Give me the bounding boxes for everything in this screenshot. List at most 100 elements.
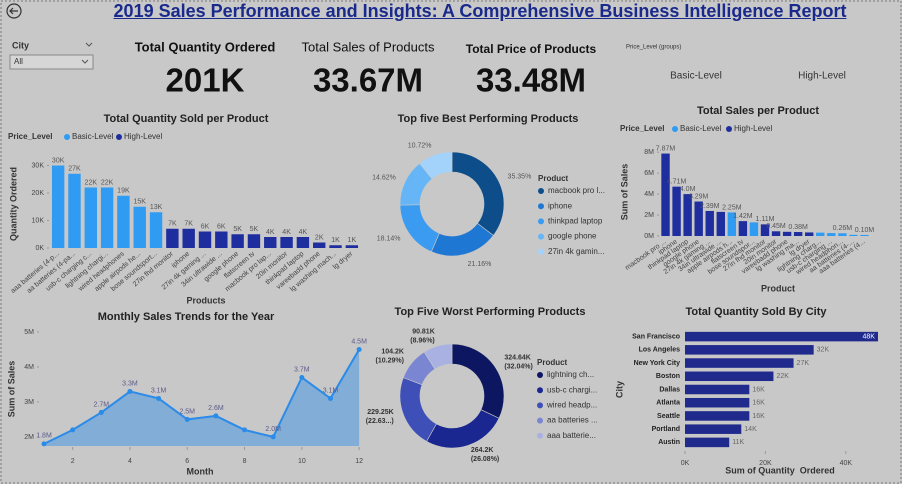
value-label: 0.26M	[833, 225, 853, 232]
value-label: 16K	[752, 400, 765, 407]
percent-label: (22.63...)	[366, 418, 394, 425]
percent-label: (10.29%)	[376, 358, 404, 365]
bar	[749, 222, 759, 236]
donut-slice	[451, 343, 505, 419]
back-button[interactable]	[6, 3, 22, 19]
report-title: 2019 Sales Performance and Insights: A C…	[113, 1, 847, 21]
value-label: 3.3M	[122, 380, 138, 387]
value-label: 0.45M	[766, 223, 786, 230]
value-label: 1.8M	[36, 433, 52, 440]
value-label: 6K	[217, 223, 226, 230]
value-label: 4.5M	[351, 338, 367, 345]
legend-dot	[538, 248, 544, 255]
point	[270, 434, 276, 440]
value-label: 0.38M	[788, 224, 808, 231]
bar	[149, 212, 163, 248]
value-label: 22K	[776, 373, 789, 380]
y-tick-label: New York City	[634, 360, 681, 367]
slicer-label: City	[12, 40, 29, 50]
group-item[interactable]: Basic-Level	[670, 71, 722, 82]
y-tick-label: Los Angeles	[639, 347, 680, 354]
donut-slice	[419, 151, 453, 180]
point	[127, 388, 133, 394]
point	[327, 395, 333, 401]
bar	[685, 384, 750, 395]
bar	[860, 234, 869, 236]
value-label: 1K	[348, 237, 357, 244]
y-tick-label: Atlanta	[656, 400, 680, 407]
y-tick-label: San Francisco	[632, 333, 680, 340]
back-arrow	[9, 7, 18, 15]
area-fill	[44, 349, 360, 446]
value-label: 2.25M	[722, 204, 742, 211]
y-tick-label: Seattle	[657, 413, 680, 420]
value-label: 19K	[117, 188, 130, 195]
x-axis-title: Product	[761, 283, 795, 293]
bar	[198, 231, 212, 248]
chart-title: Total Quantity Sold By City	[686, 306, 828, 318]
slicer-collapse[interactable]	[85, 42, 93, 47]
y-tick-label: 20K	[32, 190, 45, 197]
value-label: 27K	[797, 360, 810, 367]
kpi-value: 33.48M	[476, 62, 586, 99]
legend-dot	[538, 188, 544, 194]
chart-title: Top five Best Performing Products	[398, 113, 579, 125]
legend-label: aa batteries ...	[547, 416, 598, 425]
y-axis-title: Quantity Ordered	[8, 167, 18, 241]
bar	[760, 224, 770, 236]
group-title: Price_Level (groups)	[626, 45, 681, 51]
legend-label: thinkpad laptop	[548, 217, 603, 226]
value-label: 0.10M	[855, 227, 875, 234]
bar	[685, 437, 730, 448]
bar	[247, 234, 261, 248]
bar	[685, 331, 878, 342]
y-tick-label: Boston	[656, 373, 680, 380]
kpi-value: 33.67M	[313, 62, 423, 99]
y-tick-label: 2M	[24, 434, 34, 441]
point	[156, 395, 162, 401]
bar	[685, 424, 742, 434]
x-axis-title: Sum of Quantity Ordered	[725, 465, 835, 475]
value-label: 7K	[168, 221, 177, 228]
value-label: 324.64K	[504, 355, 530, 362]
value-label: 1K	[331, 237, 340, 244]
x-tick-label: 12	[355, 458, 363, 465]
value-label: 14K	[744, 426, 757, 433]
bar	[827, 233, 836, 236]
legend-dot	[537, 402, 543, 409]
percent-label: (26.08%)	[471, 456, 499, 463]
point	[299, 374, 305, 380]
value-label: 5K	[233, 226, 242, 233]
chart-title: Total Quantity Sold per Product	[104, 113, 269, 125]
value-label: 4K	[282, 229, 291, 236]
x-tick-label: 4	[128, 458, 132, 465]
slicer-dropdown[interactable]	[9, 54, 94, 70]
bar	[816, 232, 825, 236]
y-tick-label: 2M	[644, 212, 654, 219]
chart-title: Monthly Sales Trends for the Year	[98, 311, 275, 323]
point	[356, 346, 362, 352]
bar	[694, 201, 703, 236]
value-label: 2.7M	[94, 401, 110, 408]
legend-dot	[537, 417, 543, 424]
bar	[782, 231, 792, 236]
x-tick-label: 8	[243, 458, 247, 465]
bar	[705, 210, 714, 236]
bar	[771, 231, 781, 236]
legend-dot	[64, 134, 70, 140]
bar	[296, 237, 310, 248]
y-axis-title: Sum of Sales	[619, 164, 629, 221]
legend-label: High-Level	[734, 124, 772, 133]
group-item[interactable]: High-Level	[798, 71, 846, 82]
donut-slice	[399, 377, 437, 442]
legend-dot	[537, 432, 543, 439]
value-label: 1.11M	[756, 216, 775, 223]
bar	[793, 232, 803, 236]
donut-slice	[423, 343, 453, 370]
value-label: 2.0M	[265, 426, 281, 433]
point	[242, 427, 248, 433]
value-label: 15K	[134, 199, 147, 206]
bar	[661, 153, 670, 236]
x-tick-label: 2	[71, 458, 75, 465]
